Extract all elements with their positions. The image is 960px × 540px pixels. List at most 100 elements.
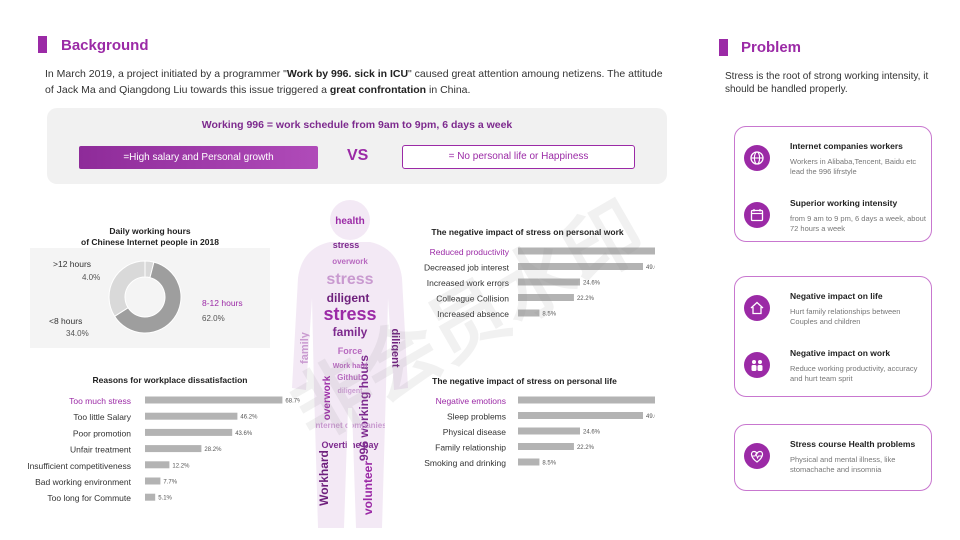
bar-mark: [145, 493, 156, 501]
bar-value-label: 8.5%: [542, 461, 556, 467]
word-cloud-word: family: [333, 325, 368, 339]
bar-value-label: 49.6%: [646, 414, 655, 420]
bar-value-label: 22.2%: [577, 445, 595, 451]
bar-value-label: 5.1%: [158, 496, 172, 502]
donut-slice: [113, 261, 182, 334]
bar-mark: [518, 412, 643, 419]
globe-icon: [744, 145, 770, 171]
word-cloud-word: Work hard: [333, 363, 368, 370]
donut-label-8to12: 8-12 hours: [202, 298, 243, 308]
word-cloud-word: family: [299, 331, 311, 364]
word-cloud-word: overwork: [322, 375, 333, 420]
problem-section-marker: [719, 39, 728, 56]
word-cloud-word: Workhard: [317, 450, 331, 506]
bar-value-label: 28.2%: [204, 447, 222, 453]
bar-category-label: Colleague Collision: [436, 294, 509, 304]
bar-category-label: Increased absence: [437, 309, 509, 319]
work-impact-chart-title: The negative impact of stress on persona…: [431, 227, 624, 237]
word-cloud-word: diligent: [327, 291, 370, 305]
card-heading: Stress course Health problems: [790, 439, 916, 449]
bar-value-label: 24.6%: [583, 430, 601, 436]
bar-category-label: Increased work errors: [427, 278, 509, 288]
word-cloud-word: Force: [338, 346, 363, 356]
card-heading: Superior working intensity: [790, 198, 898, 208]
word-cloud-silhouette: healthstressoverworkstressdiligentstress…: [292, 200, 408, 528]
donut-label-over12: >12 hours: [53, 259, 91, 269]
intro-bold-2: great confrontation: [329, 84, 427, 96]
comparison-right-box: = No personal life or Happiness: [402, 145, 635, 169]
intro-text-2: " caused great attention amoung netizens…: [45, 68, 663, 96]
word-cloud-word: diligent: [338, 388, 364, 395]
heart-pulse-icon: [744, 443, 770, 469]
bar-category-label: Family relationship: [435, 443, 506, 453]
card-heading: Negative impact on work: [790, 348, 891, 358]
bar-value-label: 24.6%: [583, 281, 601, 287]
donut-slice: [108, 260, 146, 317]
bar-category-label: Physical disease: [443, 427, 507, 437]
card-item-internet-workers: Internet companies workers Workers in Al…: [735, 141, 933, 191]
card-heading: Negative impact on life: [790, 291, 883, 301]
donut-chart: >12 hours 4.0% 8-12 hours 62.0% <8 hours…: [30, 248, 270, 348]
bar-value-label: 68.7%: [285, 399, 300, 405]
donut-value-over12: 4.0%: [82, 273, 100, 282]
card-item-impact-life: Negative impact on life Hurt family rela…: [735, 291, 933, 341]
intro-text-1: In March 2019, a project initiated by a …: [45, 68, 287, 80]
work-impact-bar-chart: Reduced productivity77.1%Decreased job i…: [424, 247, 655, 319]
bar-mark: [518, 247, 655, 255]
comparison-left-box: =High salary and Personal growth: [79, 146, 318, 169]
bar-mark: [518, 396, 655, 404]
card-heading: Internet companies workers: [790, 141, 903, 151]
bar-value-label: 7.7%: [163, 480, 177, 486]
card-item-impact-work: Negative impact on work Reduce working p…: [735, 348, 933, 398]
word-cloud-word: stress: [333, 240, 360, 250]
word-cloud-word: diligent: [389, 328, 401, 367]
problem-card-2: Negative impact on life Hurt family rela…: [734, 276, 932, 397]
dissatisfaction-bar-chart: Too much stress 68.7% Too little Salary 46.…: [27, 396, 300, 503]
card-desc: Reduce working productivity, accuracy an…: [790, 364, 918, 383]
background-intro: In March 2019, a project initiated by a …: [45, 66, 665, 98]
problem-title: Problem: [741, 39, 802, 56]
bar-mark: [518, 443, 574, 450]
bar-category-label: Decreased job interest: [424, 263, 510, 273]
bar-mark: [518, 278, 580, 286]
donut-title-line2: of Chinese Internet people in 2018: [81, 237, 219, 247]
word-cloud-word: stress: [326, 271, 373, 288]
card-item-working-intensity: Superior working intensity from 9 am to …: [735, 198, 933, 248]
donut-value-8to12: 62.0%: [202, 314, 225, 323]
bar-value-label: 49.6%: [646, 265, 655, 271]
word-cloud-word: volunteer: [361, 461, 375, 515]
card-item-health-problems: Stress course Health problems Physical a…: [735, 439, 933, 489]
word-cloud-word: stress: [323, 304, 376, 324]
background-section-marker: [38, 36, 47, 53]
calendar-icon: [744, 202, 770, 228]
bar-mark: [518, 458, 540, 466]
problem-intro: Stress is the root of strong working int…: [725, 71, 929, 95]
intro-bold-1: Work by 996. sick in ICU: [286, 68, 409, 80]
bar-mark: [518, 263, 643, 270]
bar-value-label: 46.2%: [240, 415, 258, 421]
comparison-panel: Working 996 = work schedule from 9am to …: [47, 108, 667, 184]
donut-value-under8: 34.0%: [66, 329, 89, 338]
donut-chart-title: Daily working hours of Chinese Internet …: [70, 226, 230, 248]
bar-mark: [518, 294, 574, 301]
background-title: Background: [61, 37, 149, 54]
word-cloud-word: 996 working hours: [357, 355, 371, 461]
dissatisfaction-chart-title: Reasons for workplace dissatisfaction: [92, 375, 248, 385]
donut-slices: [108, 260, 182, 334]
bar-mark: [518, 309, 540, 317]
bar-value-label: 8.5%: [542, 312, 556, 318]
comparison-vs: VS: [347, 147, 369, 164]
bar-mark: [145, 445, 202, 453]
card-desc: from 9 am to 9 pm, 6 days a week, about …: [790, 214, 926, 233]
bar-mark: [145, 428, 233, 436]
life-impact-bar-chart: Negative emotions77.1%Sleep problems49.6…: [424, 396, 655, 468]
bar-category-label: Too little Salary: [73, 412, 131, 422]
bar-mark: [145, 412, 238, 420]
word-cloud-word: health: [335, 216, 364, 227]
donut-label-under8: <8 hours: [49, 316, 82, 326]
bar-value-label: 43.6%: [235, 431, 253, 437]
card-desc: Hurt family relationships between Couple…: [790, 307, 901, 326]
bar-category-label: Sleep problems: [447, 412, 506, 422]
bar-value-label: 12.2%: [172, 463, 190, 469]
intro-text-3: in China.: [426, 84, 471, 96]
